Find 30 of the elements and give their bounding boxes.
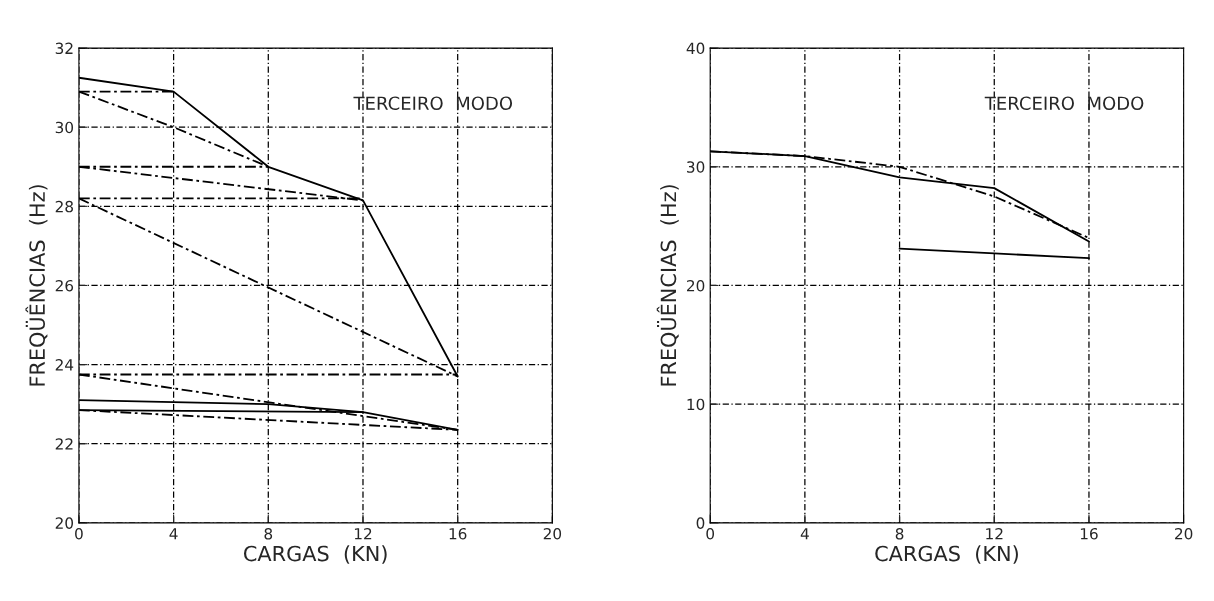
x-axis-title: CARGAS (KN) bbox=[243, 545, 387, 564]
x-tick-label: 8 bbox=[895, 528, 904, 540]
y-tick-label: 10 bbox=[687, 398, 705, 411]
y-tick-label: 22 bbox=[55, 438, 73, 450]
y-axis-title: FREQÜÊNCIAS (Hz) bbox=[656, 185, 679, 386]
y-tick-label: 0 bbox=[696, 517, 705, 529]
y-tick-label: 26 bbox=[55, 279, 74, 292]
y-tick-label: 20 bbox=[687, 279, 705, 292]
y-tick-label: 32 bbox=[55, 42, 73, 55]
annotation: TERCEIRO MODO bbox=[984, 96, 1144, 111]
y-tick-label: 28 bbox=[55, 200, 73, 213]
x-tick-label: 0 bbox=[75, 528, 83, 540]
annotation: TERCEIRO MODO bbox=[353, 96, 513, 111]
y-tick-label: 30 bbox=[687, 161, 705, 173]
x-tick-label: 16 bbox=[449, 528, 467, 540]
y-tick-label: 30 bbox=[55, 121, 74, 134]
y-tick-label: 24 bbox=[55, 359, 74, 371]
x-tick-label: 8 bbox=[264, 528, 273, 540]
x-tick-label: 12 bbox=[354, 528, 372, 540]
x-tick-label: 20 bbox=[1175, 528, 1193, 540]
x-tick-label: 12 bbox=[986, 528, 1003, 540]
x-axis-title: CARGAS (KN) bbox=[875, 545, 1018, 564]
y-tick-label: 40 bbox=[686, 42, 705, 55]
x-tick-label: 20 bbox=[543, 528, 562, 540]
x-tick-label: 16 bbox=[1080, 528, 1098, 540]
x-tick-label: 4 bbox=[800, 528, 809, 540]
y-axis-title: FREQÜÊNCIAS (Hz) bbox=[25, 185, 48, 386]
y-tick-label: 20 bbox=[55, 517, 74, 529]
x-tick-label: 4 bbox=[169, 528, 178, 540]
x-tick-label: 0 bbox=[706, 528, 715, 540]
